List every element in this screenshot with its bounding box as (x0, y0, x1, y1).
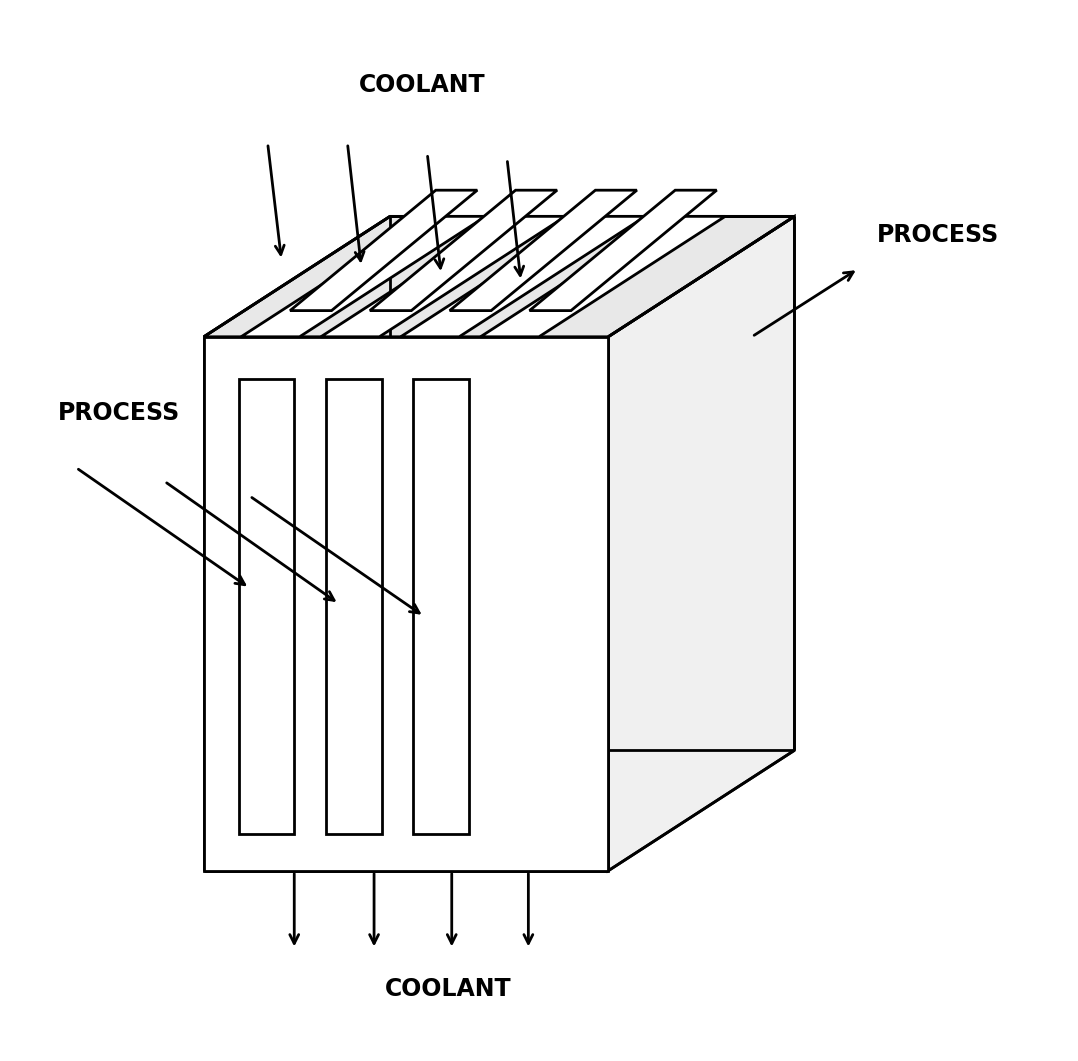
Polygon shape (204, 336, 608, 871)
Text: PROCESS: PROCESS (57, 401, 180, 425)
Polygon shape (290, 190, 478, 311)
Polygon shape (529, 190, 717, 311)
Polygon shape (321, 216, 566, 336)
Polygon shape (370, 190, 557, 311)
Polygon shape (481, 216, 725, 336)
Text: PROCESS: PROCESS (876, 223, 999, 247)
Polygon shape (414, 379, 469, 834)
Text: COOLANT: COOLANT (385, 977, 512, 1002)
Polygon shape (241, 216, 486, 336)
Polygon shape (239, 379, 294, 834)
Polygon shape (204, 216, 794, 336)
Polygon shape (450, 190, 637, 311)
Polygon shape (401, 216, 646, 336)
Text: COOLANT: COOLANT (359, 73, 485, 98)
Polygon shape (608, 216, 794, 871)
Polygon shape (327, 379, 382, 834)
